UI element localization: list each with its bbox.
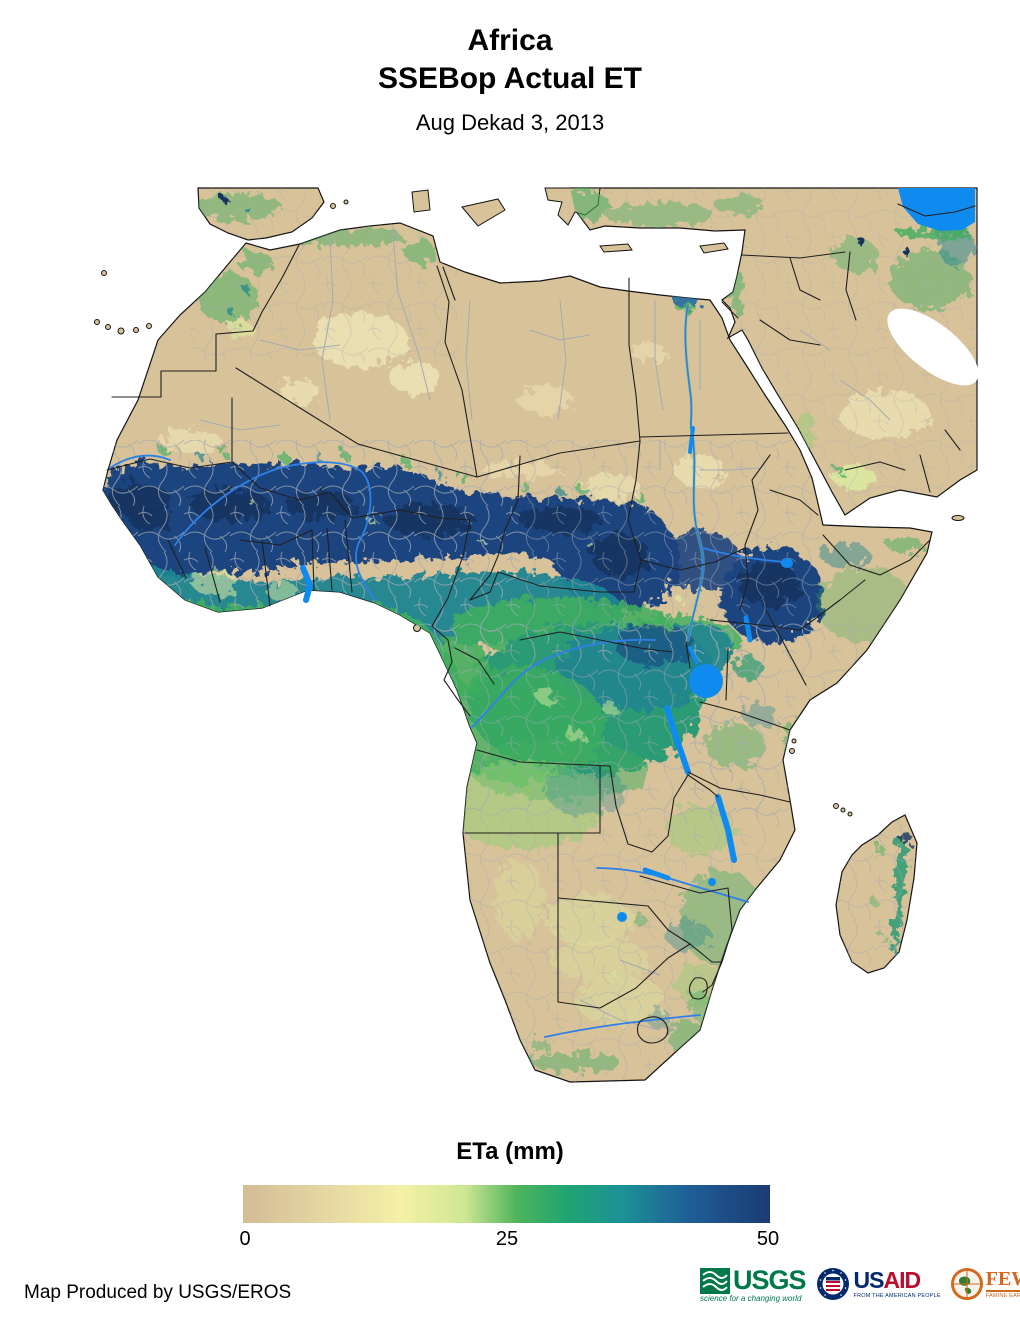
socotra-island <box>951 515 965 521</box>
lake-tanganyika <box>664 705 691 775</box>
lake-nasser <box>688 426 695 454</box>
canary-island <box>146 323 152 329</box>
canary-island <box>105 324 111 330</box>
fewsnet-tagline: FAMINE EARLY WARNING SYSTEMS NETWORK <box>985 1292 1020 1299</box>
caspian-sea <box>898 188 975 231</box>
canary-island <box>94 319 100 325</box>
persian-gulf <box>887 308 979 386</box>
senegal-river <box>109 454 171 469</box>
fewsnet-logo: FEWS NET FAMINE EARLY WARNING SYSTEMS NE… <box>950 1268 1020 1300</box>
pemba-island <box>791 738 797 744</box>
cahora-bassa <box>708 878 716 886</box>
cyprus-island <box>699 242 729 254</box>
canary-island <box>117 327 125 335</box>
crete-island <box>599 243 633 253</box>
legend-tick-50: 50 <box>756 1228 780 1250</box>
swaziland-border <box>688 977 708 1000</box>
okavango-wetland <box>617 912 627 922</box>
madeira-island <box>101 270 107 276</box>
sardinia-island <box>411 189 431 213</box>
lakes <box>300 426 793 922</box>
lake-volta <box>300 565 313 603</box>
balearic-island <box>330 203 336 209</box>
usaid-seal-icon <box>816 1268 849 1300</box>
fewsnet-wordmark: FEWS NET <box>985 1269 1020 1292</box>
lake-malawi <box>715 794 737 863</box>
map-subtitle: Aug Dekad 3, 2013 <box>415 110 605 135</box>
eta-raster-madagascar <box>836 815 917 973</box>
congo-river <box>471 638 656 728</box>
usaid-wordmark-us: US <box>853 1266 885 1293</box>
usgs-wave-icon <box>700 1267 730 1294</box>
usgs-logo: USGS science for a changing world <box>700 1265 807 1303</box>
lake-albert <box>688 646 699 664</box>
lake-turkana <box>743 615 753 643</box>
caspian-border-line <box>897 203 976 217</box>
legend-title: ETa (mm) <box>456 1138 564 1165</box>
map-title-line1: Africa <box>467 24 553 57</box>
lake-tana <box>781 558 793 568</box>
legend-tick-0: 0 <box>239 1228 251 1250</box>
orange-river <box>544 1014 701 1038</box>
map-credit: Map Produced by USGS/EROS <box>24 1282 292 1303</box>
balearic-island <box>343 199 349 205</box>
fewsnet-globe-icon <box>950 1268 983 1300</box>
sicily-island <box>461 198 506 227</box>
lake-kariba <box>642 867 671 881</box>
legend-color-ramp <box>243 1185 770 1223</box>
niger-river <box>174 461 376 601</box>
lesotho-border <box>636 1016 669 1044</box>
zanzibar-island <box>789 748 795 754</box>
admin-web-east-africa <box>680 620 932 820</box>
nile-river <box>684 304 705 641</box>
canary-island <box>133 327 139 333</box>
usgs-tagline: science for a changing world <box>700 1294 802 1303</box>
map-title-line2: SSEBop Actual ET <box>378 62 642 95</box>
usaid-logo: USAID FROM THE AMERICAN PEOPLE <box>816 1267 941 1301</box>
admin-web-west-africa <box>103 440 525 650</box>
blue-nile-river <box>702 547 786 563</box>
admin-web-madagascar <box>836 815 917 973</box>
usgs-wordmark: USGS <box>733 1265 807 1295</box>
logo-strip: USGS science for a changing world USAI <box>700 1258 1020 1310</box>
map-header: Africa SSEBop Actual ET Aug Dekad 3, 201… <box>0 22 1020 136</box>
lake-victoria <box>689 664 723 698</box>
usaid-wordmark-aid: AID <box>883 1266 921 1293</box>
comoros-island <box>847 811 853 817</box>
legend-tick-25: 25 <box>495 1228 519 1250</box>
comoros-island <box>840 807 846 813</box>
country-borders <box>106 244 961 1044</box>
comoros-island <box>833 803 839 809</box>
usaid-tagline: FROM THE AMERICAN PEOPLE <box>853 1292 941 1299</box>
